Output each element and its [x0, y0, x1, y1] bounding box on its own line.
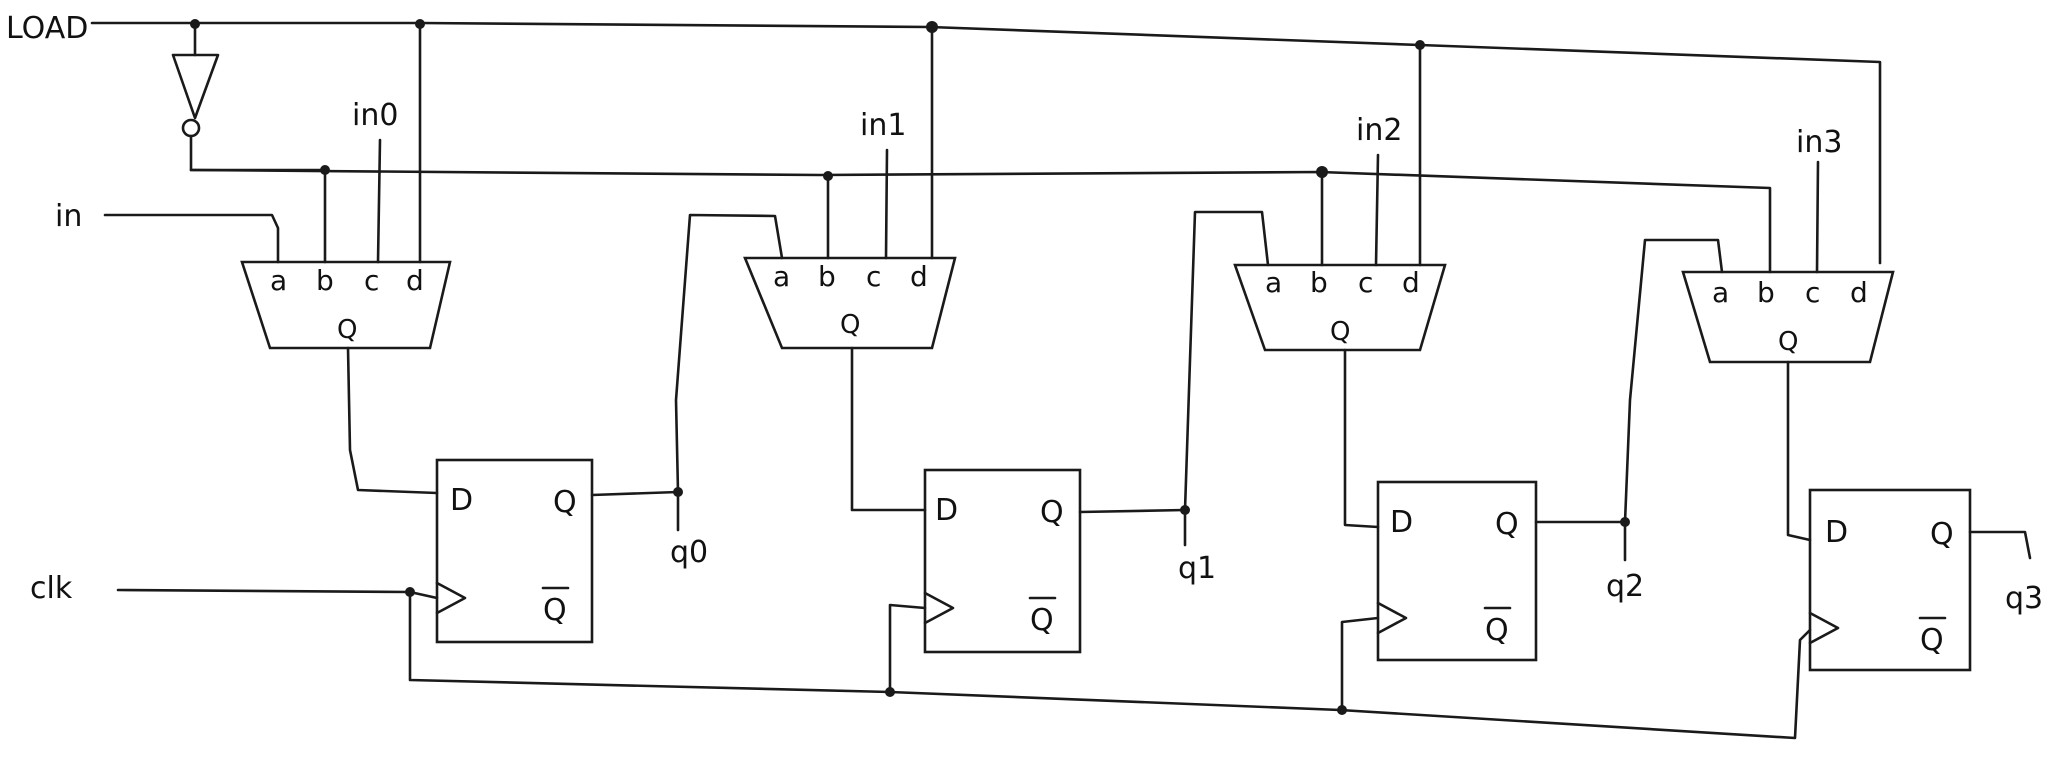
mux2-pin-c: c: [1358, 266, 1373, 299]
mux-2: a b c d Q: [1233, 263, 1447, 352]
q2-label: q2: [1606, 569, 1644, 604]
q3-label: q3: [2005, 581, 2043, 616]
ff3-q-label: Q: [1930, 517, 1954, 552]
dff-1: D Q Q: [923, 468, 1082, 654]
ff1-d-label: D: [935, 493, 958, 528]
mux0-pin-d: d: [406, 264, 424, 297]
dff-0: D Q Q: [435, 458, 594, 644]
ff1-clock-marker: [923, 591, 955, 625]
ff2-d-label: D: [1390, 505, 1413, 540]
clk-bus: [408, 590, 1812, 740]
mux2-out-label: Q: [1330, 317, 1350, 347]
q1-wire: [1078, 508, 1187, 547]
not-gate-bubble: [181, 118, 201, 138]
mux2-to-ff2: [1343, 348, 1380, 529]
in1-label: in1: [860, 108, 906, 143]
mux1-pin-b: b: [818, 260, 836, 293]
not-gate-body: [171, 53, 220, 120]
q3-wire: [1968, 530, 2032, 560]
dff-2: D Q Q: [1376, 480, 1538, 662]
ff2-q-label: Q: [1495, 507, 1519, 542]
ff0-clock-marker: [435, 581, 467, 615]
mux0-pin-c: c: [364, 264, 379, 297]
in1-wire: [884, 148, 889, 260]
mux3-pin-a: a: [1712, 276, 1729, 309]
mux-3: a b c d Q: [1681, 270, 1895, 364]
q2-feedback: [1623, 238, 1724, 524]
q0-wire: [590, 490, 680, 532]
in0-wire: [376, 138, 382, 264]
mux1-pin-a: a: [773, 260, 790, 293]
in-label: in: [55, 199, 82, 234]
mux2-pin-a: a: [1265, 266, 1282, 299]
in2-label: in2: [1356, 113, 1402, 148]
dff-3: D Q Q: [1808, 488, 1972, 672]
mux0-pin-b: b: [316, 264, 334, 297]
in-wire: [103, 213, 280, 264]
ff1-qbar-label: Q: [1030, 603, 1054, 638]
q2-wire: [1534, 520, 1627, 562]
mux-1: a b c d Q: [743, 256, 957, 350]
load-wire: [90, 21, 1882, 265]
q0-feedback: [674, 213, 784, 494]
ff0-d-label: D: [450, 483, 473, 518]
mux0-pin-a: a: [270, 264, 287, 297]
ff2-clock-marker: [1376, 601, 1408, 635]
notload-wire: [189, 168, 1772, 274]
in3-wire: [1815, 160, 1820, 274]
ff0-qbar-label: Q: [543, 593, 567, 628]
mux2-pin-b: b: [1310, 266, 1328, 299]
mux1-out-label: Q: [840, 310, 860, 340]
in0-label: in0: [352, 98, 398, 133]
ff3-qbar-label: Q: [1920, 623, 1944, 658]
clk-label: clk: [30, 571, 73, 606]
q0-label: q0: [670, 535, 708, 570]
mux3-pin-d: d: [1850, 276, 1868, 309]
load-label: LOAD: [6, 11, 88, 46]
clk-wire: [116, 588, 439, 600]
mux1-to-ff1: [850, 346, 927, 512]
ff3-d-label: D: [1825, 515, 1848, 550]
mux0-to-ff0: [346, 346, 439, 495]
in3-label: in3: [1796, 125, 1842, 160]
mux3-out-label: Q: [1778, 327, 1798, 357]
clk-drop-ff2: [1340, 616, 1380, 712]
q1-label: q1: [1178, 551, 1216, 586]
mux-0: a b c d Q: [240, 260, 452, 350]
in2-wire: [1374, 153, 1380, 267]
mux3-pin-b: b: [1757, 276, 1775, 309]
ff1-q-label: Q: [1040, 495, 1064, 530]
ff2-qbar-label: Q: [1485, 613, 1509, 648]
mux3-pin-c: c: [1805, 276, 1820, 309]
q1-feedback: [1183, 210, 1270, 512]
mux1-pin-d: d: [910, 260, 928, 293]
ff3-clock-marker: [1808, 611, 1840, 645]
clk-drop-ff1: [888, 603, 927, 694]
ff0-q-label: Q: [553, 485, 577, 520]
mux1-pin-c: c: [866, 260, 881, 293]
not-gate-output: [189, 134, 327, 172]
mux2-pin-d: d: [1402, 266, 1420, 299]
mux0-out-label: Q: [337, 315, 357, 345]
mux3-to-ff3: [1786, 360, 1812, 542]
